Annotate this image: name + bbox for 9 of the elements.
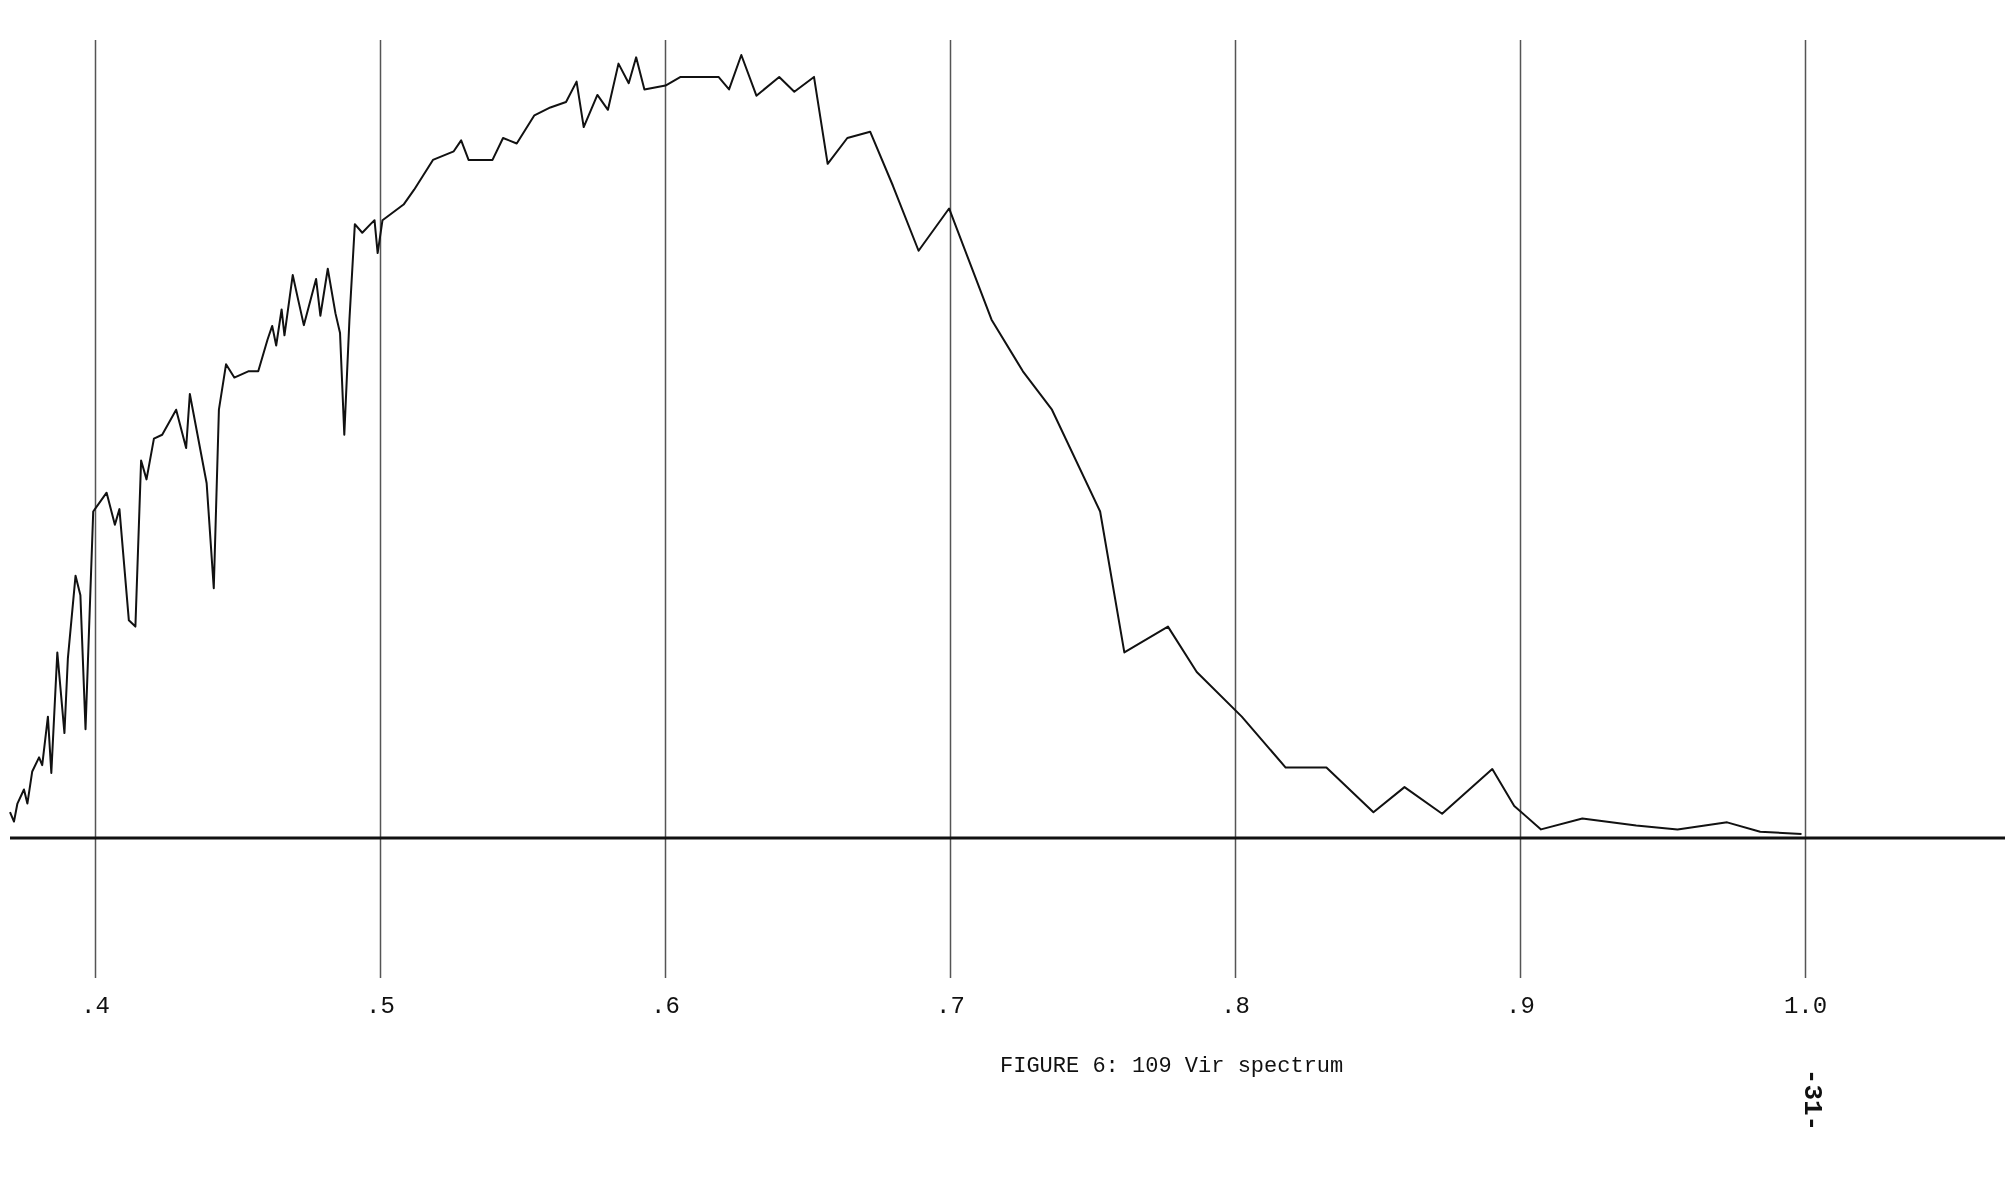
x-tick-label: .8 <box>1221 993 1250 1020</box>
x-tick-label: .9 <box>1506 993 1535 1020</box>
x-tick-label: .4 <box>81 993 110 1020</box>
text: -31- <box>1797 1068 1827 1132</box>
x-tick-label: .6 <box>651 993 680 1020</box>
text: FIGURE 6: 109 Vir spectrum <box>1000 1054 1344 1079</box>
x-tick-label: .7 <box>936 993 965 1020</box>
x-tick-label: .5 <box>366 993 395 1020</box>
x-tick-label: 1.0 <box>1783 993 1828 1020</box>
